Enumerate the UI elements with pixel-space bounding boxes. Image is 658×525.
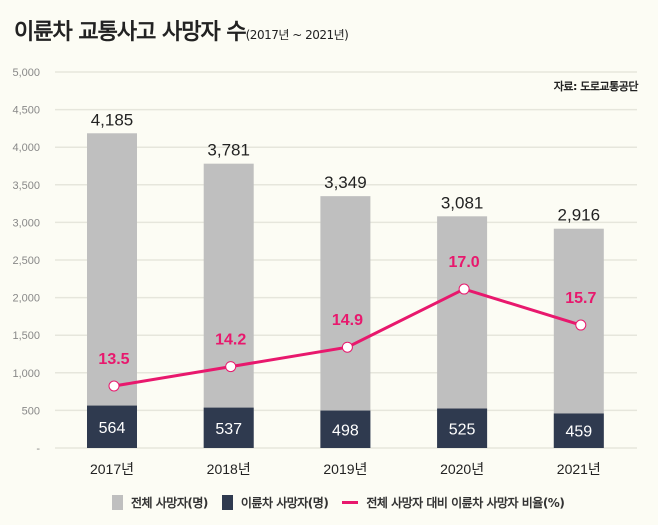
data-label-motorcycle: 525 (449, 421, 476, 438)
data-label-total: 3,781 (207, 141, 250, 160)
y-tick-label: 2,000 (12, 293, 40, 305)
legend-swatch-total (112, 495, 123, 510)
x-tick-label: 2017년 (90, 461, 134, 477)
bar-total (553, 228, 604, 448)
ratio-line-series: 13.5 14.2 14.9 17.0 15.7 (98, 254, 596, 392)
ratio-point (225, 361, 237, 373)
legend: 전체 사망자(명) 이륜차 사망자(명) 전체 사망자 대비 이륜차 사망자 비… (112, 494, 578, 511)
data-label-total: 3,081 (441, 193, 484, 212)
legend-item-total: 전체 사망자(명) (112, 494, 208, 511)
legend-label-motorcycle: 이륜차 사망자(명) (240, 496, 329, 510)
bars: 4,185 564 3,781 537 3,349 498 3,081 525 2,916 459 (87, 110, 604, 448)
data-label-ratio: 15.7 (565, 290, 596, 307)
y-tick-label: 2,500 (12, 255, 40, 267)
x-tick-label: 2021년 (557, 461, 601, 477)
data-label-ratio: 14.2 (215, 332, 246, 349)
y-tick-label: 4,000 (12, 142, 40, 154)
legend-label-total: 전체 사망자(명) (131, 496, 208, 510)
data-label-motorcycle: 459 (565, 424, 592, 441)
bar-total (87, 133, 137, 448)
y-tick-label: 3,500 (12, 180, 40, 192)
bar-total (320, 196, 371, 448)
legend-label-ratio: 전체 사망자 대비 이륜차 사망자 비율(%) (366, 496, 565, 510)
legend-item-ratio: 전체 사망자 대비 이륜차 사망자 비율(%) (342, 494, 565, 511)
y-tick-label: 1,500 (12, 330, 40, 342)
data-label-total: 2,916 (558, 206, 601, 225)
y-axis-ticks: - 500 1,000 1,500 2,000 2,500 3,000 3,500 4,000 4… (12, 67, 40, 455)
bar-motorcycle (437, 408, 488, 448)
x-tick-label: 2020년 (440, 461, 484, 477)
bar-motorcycle (553, 413, 604, 448)
x-tick-label: 2018년 (207, 461, 251, 477)
bar-motorcycle (203, 407, 254, 448)
data-label-ratio: 17.0 (449, 254, 480, 271)
y-tick-label: 5,000 (12, 67, 40, 79)
data-label-total: 4,185 (91, 110, 134, 129)
legend-item-motorcycle: 이륜차 사망자(명) (221, 494, 329, 511)
chart-title-main: 이륜차 교통사고 사망자 수 (14, 20, 247, 45)
bar-motorcycle (87, 405, 137, 448)
legend-swatch-ratio (342, 501, 359, 504)
x-tick-label: 2019년 (323, 461, 367, 477)
y-tick-label: 500 (22, 405, 40, 417)
bar-total (203, 163, 254, 448)
chart-title-period: (2017년 ~ 2021년) (245, 28, 349, 42)
data-label-total: 3,349 (324, 173, 367, 192)
x-axis-labels: 2017년 2018년 2019년 2020년 2021년 (90, 461, 601, 477)
data-label-ratio: 13.5 (98, 351, 129, 368)
ratio-point (341, 341, 353, 353)
y-tick-label: 4,500 (12, 105, 40, 117)
legend-swatch-motorcycle (221, 495, 233, 510)
y-tick-label: - (36, 443, 40, 455)
ratio-point (108, 380, 120, 392)
ratio-point (575, 319, 587, 331)
y-tick-label: 3,000 (12, 217, 40, 229)
source-note: 자료: 도로교통공단 (553, 80, 639, 93)
bar-motorcycle (320, 410, 371, 448)
ratio-point (458, 283, 470, 295)
data-label-ratio: 14.9 (332, 312, 363, 329)
y-tick-label: 1,000 (12, 368, 40, 380)
data-label-motorcycle: 564 (99, 420, 126, 437)
chart-title: 이륜차 교통사고 사망자 수(2017년 ~ 2021년) (14, 14, 349, 46)
data-label-motorcycle: 537 (215, 421, 242, 438)
data-label-motorcycle: 498 (332, 422, 359, 439)
